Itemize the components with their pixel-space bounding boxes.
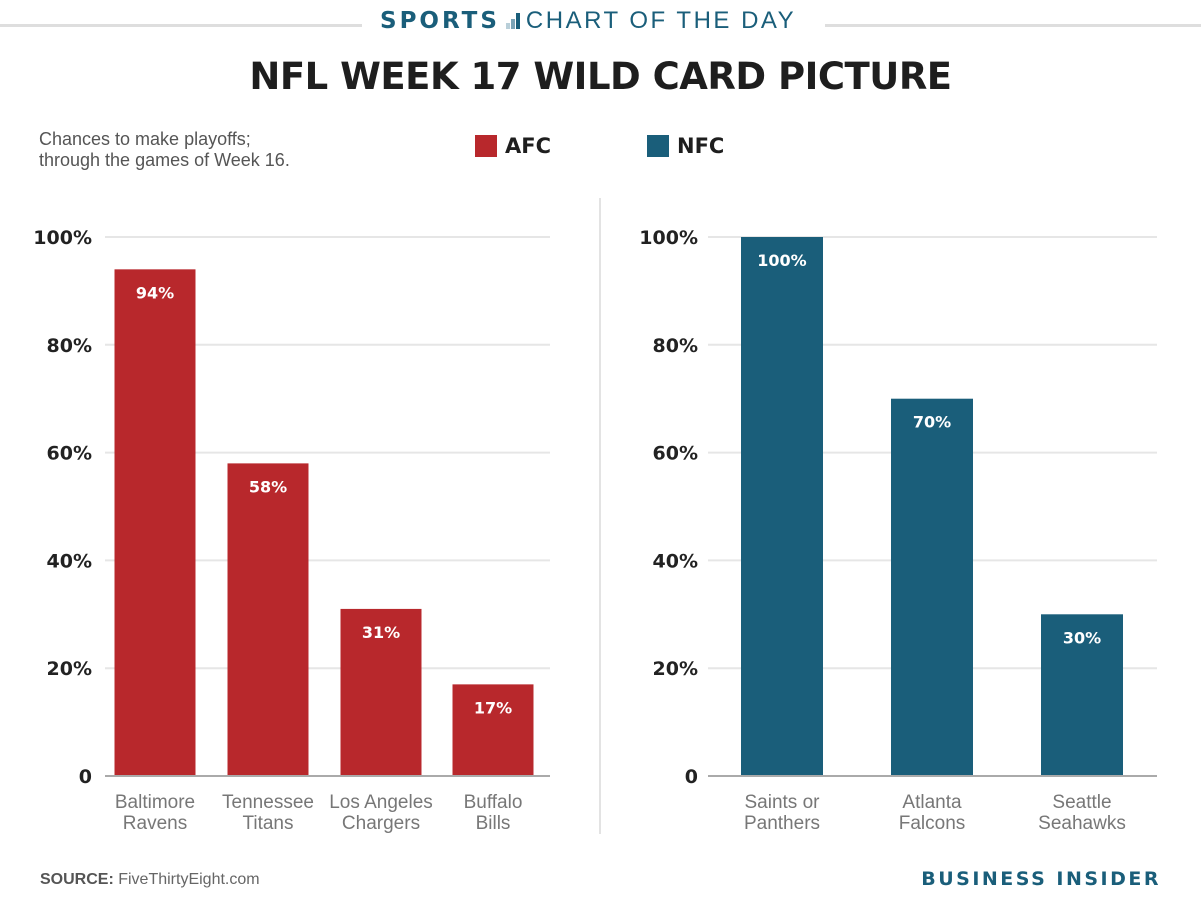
data-label: 31% <box>362 623 400 642</box>
legend-label-nfc: NFC <box>677 134 725 158</box>
x-tick-label: Baltimore <box>115 792 195 813</box>
y-tick-label: 0 <box>685 766 698 788</box>
subtitle-line-2: through the games of Week 16. <box>39 150 290 170</box>
y-tick-label: 60% <box>47 443 92 465</box>
chart-kicker: SPORTS CHART OF THE DAY <box>0 6 1201 36</box>
x-tick-label: Falcons <box>899 813 966 834</box>
y-tick-label: 80% <box>653 335 698 357</box>
data-label: 70% <box>913 413 951 432</box>
bar-afc <box>114 269 196 776</box>
chart-title: NFL WEEK 17 WILD CARD PICTURE <box>249 55 952 98</box>
y-tick-label: 100% <box>33 227 92 249</box>
chart-subtitle: Chances to make playoffs; through the ga… <box>39 129 290 171</box>
data-label: 94% <box>136 283 174 302</box>
x-tick-label: Seattle <box>1052 792 1111 813</box>
y-tick-label: 40% <box>653 550 698 572</box>
bar-afc <box>340 608 422 776</box>
source-note: SOURCE: FiveThirtyEight.com <box>40 871 260 889</box>
x-tick-label: Los Angeles <box>329 792 433 813</box>
legend-item-afc: AFC <box>475 134 551 158</box>
x-tick-label: Titans <box>242 813 293 834</box>
x-tick-label: Bills <box>476 813 511 834</box>
y-tick-label: 20% <box>653 658 698 680</box>
x-tick-label: Saints or <box>745 792 821 813</box>
bar-nfc <box>1041 614 1123 776</box>
kicker-text: SPORTS CHART OF THE DAY <box>380 6 796 36</box>
legend-item-nfc: NFC <box>647 134 724 158</box>
x-tick-label: Chargers <box>342 813 420 834</box>
bar-afc <box>227 463 309 776</box>
y-tick-label: 100% <box>639 227 698 249</box>
bar-afc <box>452 684 534 776</box>
x-tick-label: Buffalo <box>464 792 523 813</box>
data-label: 58% <box>249 477 287 496</box>
legend-swatch-nfc <box>647 135 669 157</box>
x-tick-label: Atlanta <box>902 792 962 813</box>
panel-divider <box>599 198 601 834</box>
x-tick-label: Ravens <box>123 813 187 834</box>
data-label: 17% <box>474 698 512 717</box>
legend-swatch-afc <box>475 135 497 157</box>
x-tick-label: Seahawks <box>1038 813 1126 834</box>
kicker-rule-right <box>825 24 1201 27</box>
data-label: 30% <box>1063 628 1101 647</box>
y-tick-label: 60% <box>653 443 698 465</box>
y-tick-label: 0 <box>79 766 92 788</box>
bar-chart-icon <box>505 13 520 29</box>
y-tick-label: 40% <box>47 550 92 572</box>
bar-nfc <box>741 237 823 776</box>
source-label: SOURCE: <box>40 871 114 888</box>
x-tick-label: Panthers <box>744 813 820 834</box>
y-tick-label: 80% <box>47 335 92 357</box>
brand-logo: BUSINESS INSIDER <box>921 868 1161 890</box>
data-label: 100% <box>757 251 806 270</box>
kicker-label: CHART OF THE DAY <box>525 7 797 34</box>
legend-label-afc: AFC <box>505 134 552 158</box>
y-tick-label: 20% <box>47 658 92 680</box>
subtitle-line-1: Chances to make playoffs; <box>39 129 251 149</box>
x-tick-label: Tennessee <box>222 792 314 813</box>
kicker-rule-left <box>0 24 362 27</box>
bar-nfc <box>891 398 973 776</box>
source-text: FiveThirtyEight.com <box>113 871 260 888</box>
kicker-sports: SPORTS <box>380 8 500 34</box>
